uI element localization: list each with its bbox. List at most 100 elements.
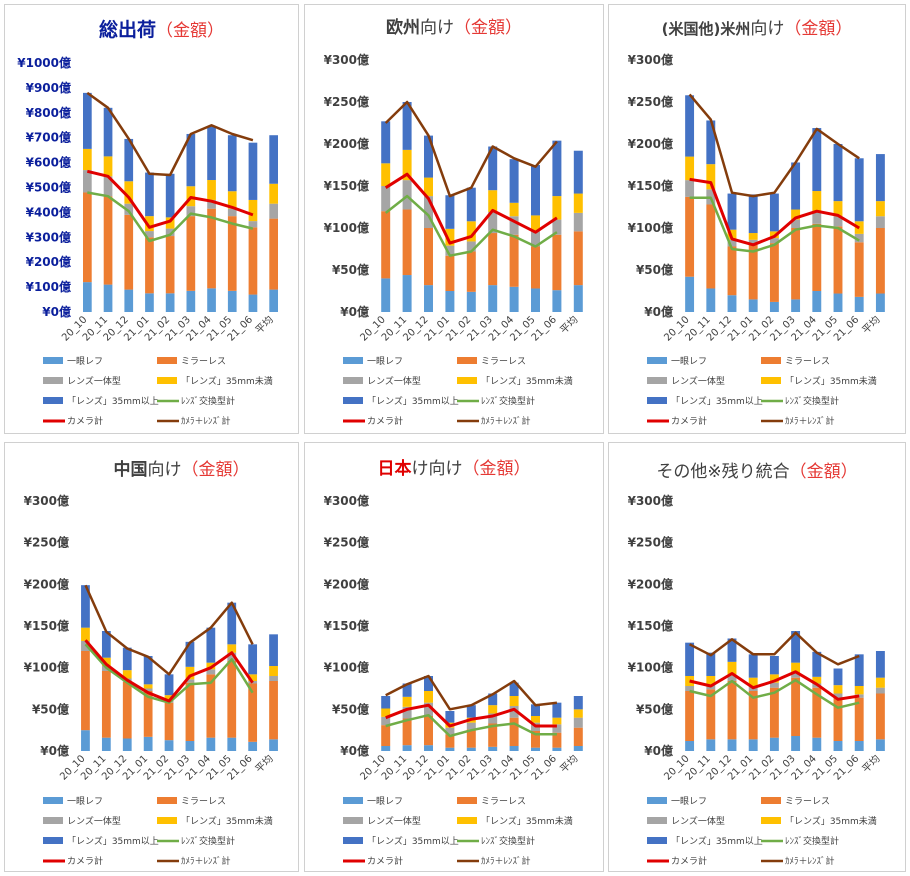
bar-segment-slr (227, 290, 237, 312)
bar-segment-slr (531, 288, 540, 312)
bar-segment-lens_small (573, 193, 583, 213)
y-tick-label: ¥100億 (26, 279, 71, 294)
y-tick-label: ¥150億 (324, 178, 369, 193)
y-tick-label: ¥200億 (324, 136, 369, 151)
y-tick-label: ¥0億 (42, 304, 71, 319)
bar-segment-lens_integrated (685, 180, 695, 197)
bar-segment-slr (445, 747, 455, 751)
bar-segment-lens_large (769, 656, 779, 675)
bar-segment-lens_large (791, 631, 801, 663)
legend-label-mirrorless: ミラーレス (181, 356, 226, 367)
bar-segment-lens_large (854, 654, 864, 686)
bar-segment-lens_large (164, 674, 174, 696)
bar-segment-lens_small (145, 216, 154, 232)
legend-label-lens_integrated: レンズ一体型 (671, 375, 725, 387)
legend-swatch-lens_large (43, 397, 63, 404)
bar-segment-slr (101, 737, 111, 751)
bar-segment-lens_integrated (124, 203, 134, 215)
legend-label-camera_total: カメラ計 (671, 415, 707, 427)
bar-segment-lens_large (227, 135, 237, 192)
bar-segment-lens_small (685, 156, 695, 181)
legend-label-camera_lens_total: ｶﾒﾗ＋ﾚﾝｽﾞ計 (785, 415, 835, 427)
chart-panel-americas: (米国他)米州向け（金額） ¥0億 ¥50億 ¥100億 ¥150億 ¥200億 ¥250… (608, 4, 906, 434)
y-tick-label: ¥0億 (340, 743, 369, 758)
bar-segment-lens_small (402, 696, 412, 707)
bar-segment-mirrorless (269, 681, 278, 740)
bar-segment-mirrorless (122, 681, 132, 739)
legend-label-lens_small: 「レンズ」35mm未満 (481, 815, 573, 827)
chart-svg: ¥0億¥50億¥100億¥150億¥200億¥250億¥300億20_1020_… (628, 52, 885, 427)
bar-segment-slr (185, 741, 195, 751)
bar-segment-lens_integrated (727, 239, 737, 247)
bar-segment-lens_integrated (769, 682, 779, 688)
bar-segment-mirrorless (227, 661, 237, 738)
bar-segment-mirrorless (531, 731, 540, 748)
bar-segment-lens_small (685, 676, 695, 686)
bar-segment-mirrorless (706, 204, 716, 289)
bar-segment-lens_small (748, 233, 758, 240)
bar-segment-slr (488, 285, 498, 312)
bar-segment-lens_large (509, 159, 519, 203)
bar-segment-lens_large (573, 696, 583, 710)
bar-segment-lens_integrated (402, 180, 412, 210)
legend-label-mirrorless: ミラーレス (785, 796, 830, 807)
y-tick-label: ¥250億 (628, 535, 673, 550)
x-tick-label: 平均 (253, 314, 276, 337)
bar-segment-lens_large (402, 683, 412, 697)
x-tick-label: 平均 (558, 314, 581, 337)
legend-label-mirrorless: ミラーレス (181, 796, 226, 807)
bar-segment-lens_integrated (227, 652, 237, 661)
bar-segment-lens_large (706, 120, 716, 165)
bar-segment-slr (812, 737, 822, 751)
bar-segment-slr (186, 290, 196, 312)
bar-segment-mirrorless (833, 226, 843, 294)
bar-segment-lens_large (145, 172, 154, 217)
legend-swatch-lens_integrated (343, 817, 363, 824)
bar-segment-lens_large (573, 150, 583, 194)
bar-segment-lens_integrated (466, 241, 476, 252)
bar-segment-slr (727, 739, 737, 751)
y-tick-label: ¥200億 (26, 254, 71, 269)
bar-segment-lens_small (812, 191, 822, 212)
bar-segment-mirrorless (488, 723, 498, 747)
chart-title: 中国向け（金額） (113, 460, 250, 480)
bar-segment-lens_integrated (531, 231, 540, 247)
legend-swatch-slr (43, 797, 63, 804)
legend-label-lens_large: 「レンズ」35mm以上 (367, 395, 459, 407)
bar-segment-slr (248, 294, 258, 312)
legend-swatch-lens_small (157, 817, 177, 824)
chart-title: (米国他)米州向け（金額） (661, 19, 853, 39)
bar-segment-lens_integrated (573, 717, 583, 728)
bar-segment-lens_large (424, 135, 433, 178)
bar-segment-slr (748, 739, 758, 751)
bar-segment-mirrorless (83, 192, 92, 283)
legend-label-lens_total: ﾚﾝｽﾞ交換型計 (481, 395, 535, 407)
chart-title: その他※残り統合（金額） (656, 462, 858, 482)
y-tick-label: ¥250億 (324, 94, 369, 109)
bar-segment-lens_large (833, 668, 843, 686)
legend-label-slr: 一眼レフ (67, 356, 103, 367)
bar-segment-slr (206, 737, 216, 751)
legend-swatch-lens_large (43, 837, 63, 844)
bar-segment-lens_integrated (791, 672, 801, 678)
bar-segment-mirrorless (445, 255, 455, 291)
legend-label-slr: 一眼レフ (367, 796, 403, 807)
bar-segment-mirrorless (875, 228, 885, 294)
bar-segment-lens_large (381, 121, 391, 164)
chart-panel-japan: 日本け向け（金額） ¥0億 ¥50億 ¥100億 ¥150億 ¥200億 ¥250億 ¥30… (304, 442, 604, 872)
bar-segment-lens_large (685, 95, 695, 157)
chart-svg: ¥0億¥50億¥100億¥150億¥200億¥250億¥300億20_1020_… (24, 493, 278, 867)
bar-segment-lens_large (81, 585, 90, 628)
chart-title: 日本け向け（金額） (377, 459, 531, 479)
bar-segment-lens_small (769, 674, 779, 683)
y-tick-label: ¥200億 (324, 576, 369, 591)
legend-swatch-mirrorless (761, 357, 781, 364)
bar-segment-lens_integrated (424, 196, 433, 228)
bar-segment-lens_integrated (875, 216, 885, 228)
bar-segment-mirrorless (227, 216, 237, 291)
legend-swatch-lens_large (343, 397, 363, 404)
legend-label-camera_lens_total: ｶﾒﾗ＋ﾚﾝｽﾞ計 (481, 415, 531, 427)
legend-swatch-lens_integrated (647, 817, 667, 824)
y-tick-label: ¥50億 (636, 262, 673, 277)
bar-segment-lens_integrated (381, 186, 391, 212)
